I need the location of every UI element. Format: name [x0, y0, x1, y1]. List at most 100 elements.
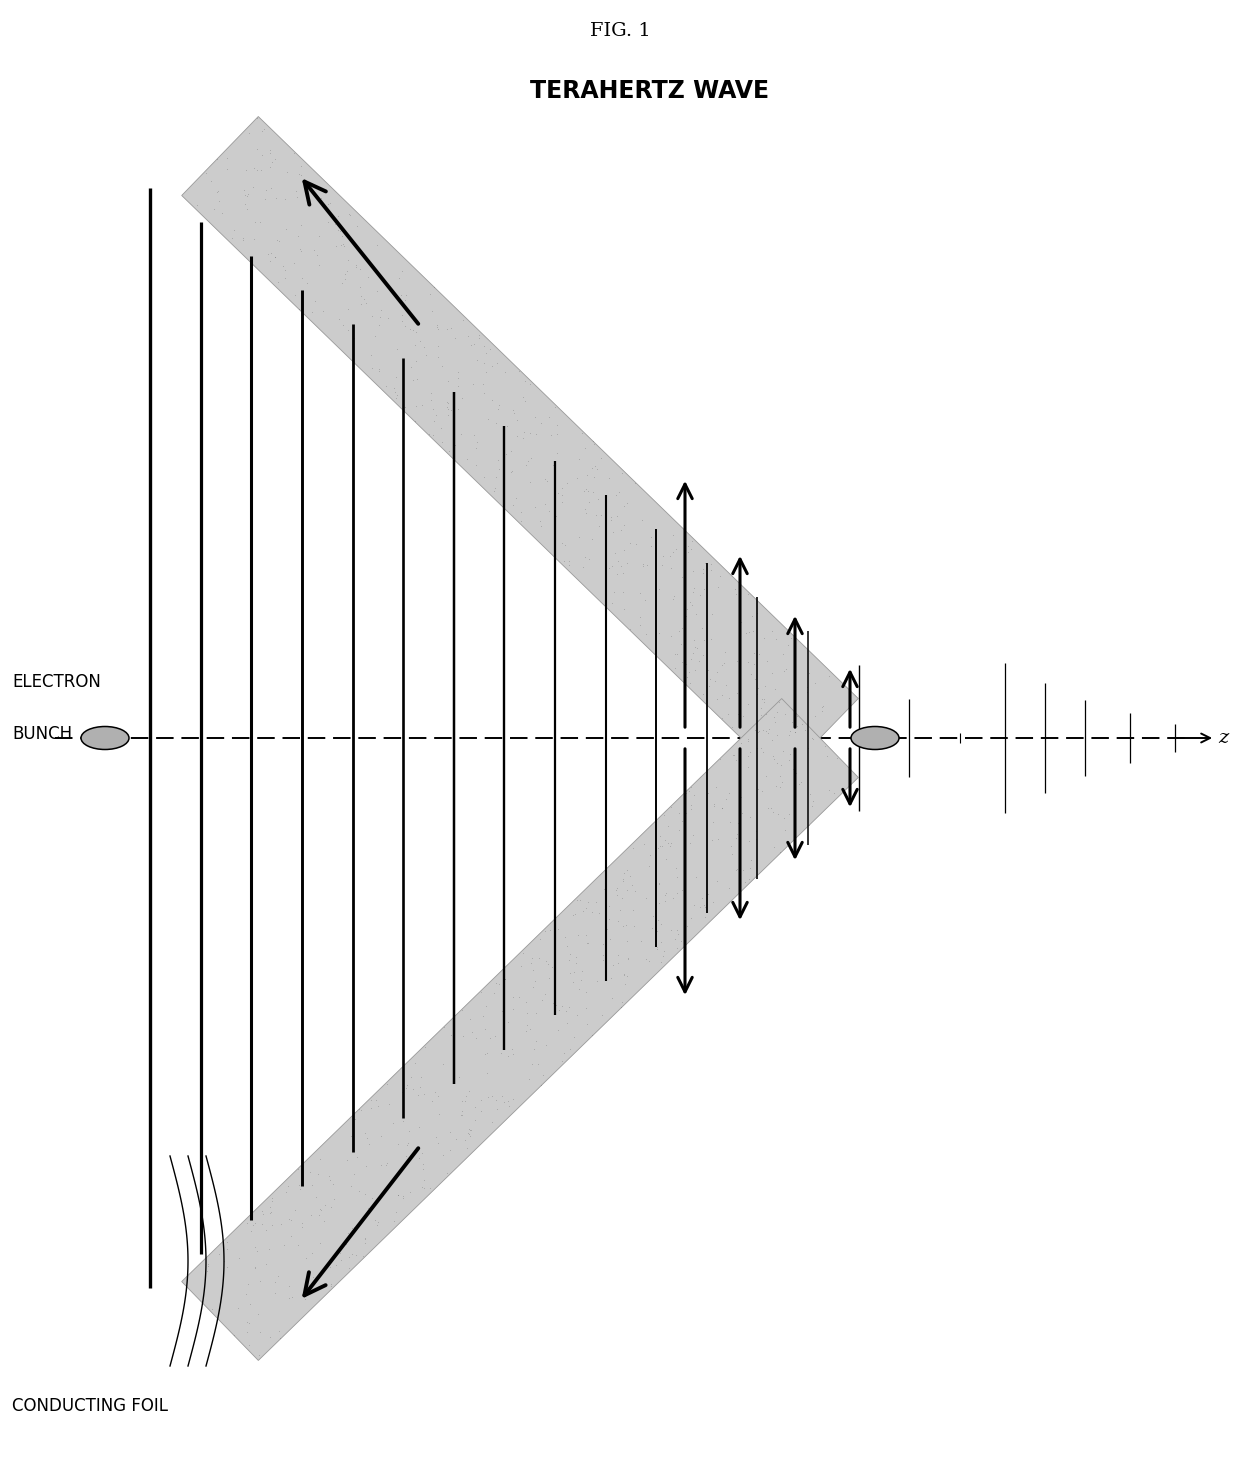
Point — [590, 446, 610, 469]
Point — [238, 183, 258, 207]
Point — [614, 561, 634, 584]
Point — [485, 982, 505, 1005]
Point — [525, 496, 544, 520]
Point — [465, 424, 485, 447]
Point — [677, 915, 697, 939]
Point — [656, 847, 676, 871]
Point — [651, 930, 671, 953]
Point — [320, 1256, 340, 1280]
Point — [578, 1011, 598, 1035]
Point — [249, 1343, 269, 1367]
Point — [474, 351, 494, 375]
Point — [438, 391, 458, 415]
Point — [661, 831, 681, 855]
Point — [683, 580, 703, 604]
Point — [293, 1215, 312, 1238]
Point — [311, 186, 331, 210]
Point — [210, 1243, 229, 1266]
Point — [476, 341, 496, 365]
Point — [548, 481, 568, 505]
Point — [601, 965, 621, 989]
Point — [356, 291, 376, 314]
Point — [326, 213, 346, 236]
Point — [414, 1176, 434, 1200]
Point — [779, 748, 799, 772]
Point — [428, 334, 448, 357]
Point — [748, 776, 768, 800]
Point — [583, 430, 603, 453]
Point — [763, 661, 782, 685]
Point — [614, 861, 634, 884]
Point — [657, 815, 677, 838]
Point — [583, 456, 603, 480]
Point — [243, 1213, 263, 1237]
Point — [677, 664, 697, 688]
Point — [250, 210, 270, 233]
Point — [475, 1017, 495, 1041]
Point — [399, 1120, 419, 1144]
Point — [785, 720, 805, 744]
Point — [247, 1238, 267, 1262]
Point — [486, 412, 506, 435]
Point — [584, 465, 604, 489]
Point — [528, 1052, 548, 1076]
Point — [681, 775, 701, 799]
Point — [440, 1138, 460, 1162]
Point — [609, 481, 629, 505]
Point — [755, 675, 775, 698]
Point — [301, 1241, 321, 1265]
Point — [397, 1134, 417, 1157]
Point — [407, 350, 427, 373]
Point — [401, 356, 420, 379]
Point — [233, 226, 253, 249]
Point — [715, 787, 735, 810]
Point — [388, 1182, 408, 1206]
Point — [729, 677, 749, 701]
Point — [727, 822, 746, 846]
Point — [606, 878, 626, 902]
Point — [503, 1042, 523, 1066]
Point — [763, 800, 782, 824]
Point — [707, 660, 727, 683]
Point — [403, 319, 423, 342]
Point — [582, 900, 601, 924]
Point — [489, 397, 508, 421]
Point — [534, 983, 554, 1007]
Point — [217, 158, 237, 182]
Point — [513, 940, 533, 964]
Point — [579, 490, 599, 514]
Point — [393, 260, 413, 283]
Point — [611, 554, 631, 577]
Point — [351, 1098, 371, 1122]
Point — [355, 1231, 374, 1255]
Point — [361, 344, 381, 368]
Point — [341, 1173, 361, 1197]
Point — [802, 726, 822, 750]
Point — [536, 918, 556, 942]
Point — [265, 1271, 285, 1294]
Point — [366, 323, 386, 347]
Point — [570, 889, 590, 912]
Point — [521, 469, 541, 493]
Point — [436, 396, 456, 419]
Point — [680, 660, 699, 683]
Point — [605, 540, 625, 564]
Point — [630, 580, 650, 604]
Point — [298, 272, 317, 295]
Point — [517, 1020, 537, 1044]
Point — [704, 794, 724, 818]
Point — [667, 918, 687, 942]
Point — [574, 478, 594, 502]
Point — [727, 858, 746, 881]
Point — [301, 1280, 321, 1303]
Point — [573, 899, 593, 922]
Point — [350, 257, 370, 280]
Point — [536, 949, 556, 973]
Point — [761, 618, 781, 642]
Point — [730, 754, 750, 778]
Point — [682, 793, 702, 816]
Point — [611, 887, 631, 911]
Point — [306, 1185, 326, 1209]
Point — [459, 1079, 479, 1103]
Point — [575, 435, 595, 459]
